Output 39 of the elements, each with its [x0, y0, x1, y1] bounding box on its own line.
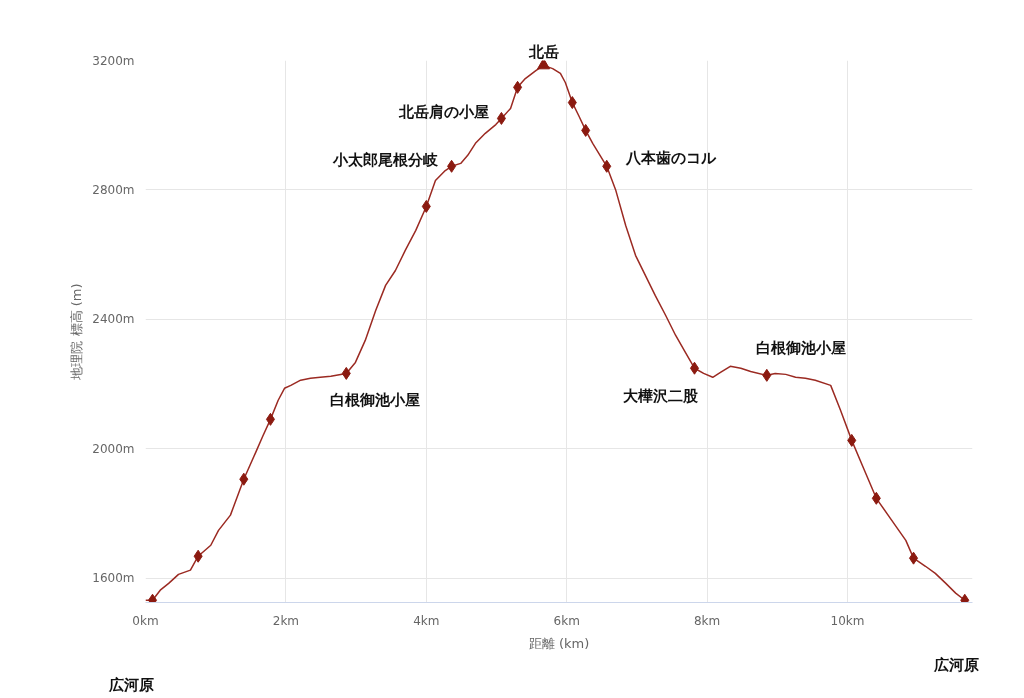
point	[193, 549, 203, 563]
annotation: 小太郎尾根分岐	[331, 151, 439, 170]
y-tick-label: 2800m	[92, 182, 135, 197]
x-tick-label: 2km	[272, 613, 300, 628]
point	[265, 412, 275, 426]
point	[567, 96, 577, 110]
annotation: 北岳肩の小屋	[398, 103, 490, 122]
x-tick-label: 0km	[132, 613, 159, 628]
point	[689, 361, 699, 375]
x-tick-label: 8km	[693, 613, 721, 628]
point	[847, 433, 857, 447]
annotation: 大樺沢二股	[622, 387, 699, 406]
point	[581, 123, 591, 137]
x-tick-label: 10km	[830, 613, 865, 628]
text: 広河原	[932, 655, 979, 674]
point	[496, 111, 506, 125]
x-tick-label: 4km	[413, 613, 440, 628]
point	[239, 472, 249, 486]
y-tick-label: 1600m	[92, 571, 135, 586]
y-tick-label: 2400m	[92, 312, 135, 327]
y-tick-label: 2000m	[92, 441, 135, 456]
point	[421, 199, 431, 213]
point	[447, 159, 457, 173]
text: 広河原	[107, 675, 154, 694]
point	[602, 159, 612, 173]
point	[513, 80, 523, 94]
point	[341, 366, 351, 380]
y-tick-label: 3200m	[92, 53, 135, 68]
point	[871, 491, 881, 505]
point	[909, 551, 919, 565]
annotation: 白根御池小屋	[755, 339, 846, 358]
annotation: 白根御池小屋	[330, 391, 421, 410]
y-axis-title: 地理院 標高 (m)	[69, 283, 85, 381]
x-tick-label: 6km	[553, 613, 580, 628]
annotation: 北岳	[527, 42, 559, 61]
x-axis-title: 距離 (km)	[528, 635, 590, 651]
annotation: 八本歯のコル	[624, 149, 717, 168]
point	[762, 368, 772, 382]
point	[537, 60, 551, 70]
